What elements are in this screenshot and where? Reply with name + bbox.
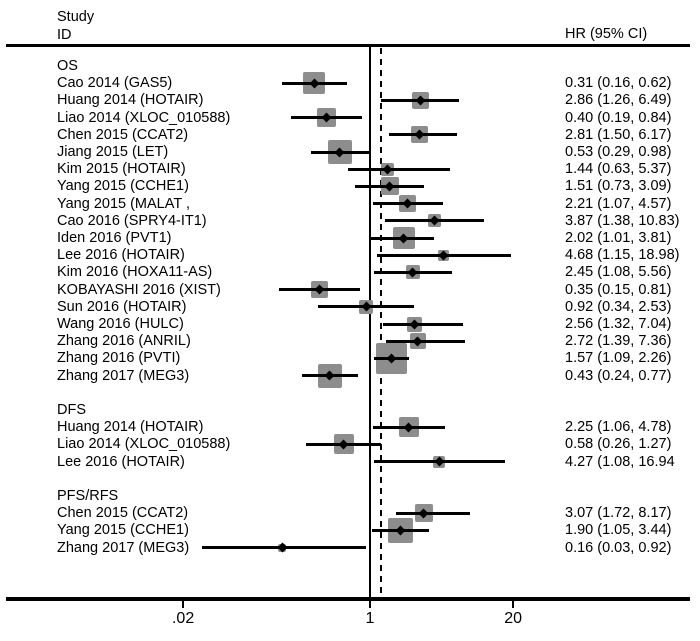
study-label: Zhang 2016 (PVTI) — [57, 350, 181, 367]
hr-ci-value: 4.27 (1.08, 16.94 — [565, 453, 675, 470]
hr-ci-value: 0.43 (0.24, 0.77) — [565, 367, 672, 384]
study-label: Lee 2016 (HOTAIR) — [57, 453, 185, 470]
hr-ci-value: 0.92 (0.34, 2.53) — [565, 298, 672, 315]
hr-ci-value: 0.40 (0.19, 0.84) — [565, 109, 672, 126]
ci-line — [395, 511, 471, 515]
hr-ci-value: 1.44 (0.63, 5.37) — [565, 161, 672, 178]
study-label: Yang 2015 (MALAT , — [57, 195, 190, 212]
x-axis-tick-label: 1 — [365, 610, 375, 627]
hr-ci-value: 0.16 (0.03, 0.92) — [565, 539, 672, 556]
group-label: PFS/RFS — [57, 488, 119, 504]
hr-ci-value: 3.07 (1.72, 8.17) — [565, 505, 672, 522]
effect-column-header: HR (95% CI) — [565, 26, 648, 42]
study-label: Lee 2016 (HOTAIR) — [57, 247, 185, 264]
study-label: Cao 2014 (GAS5) — [57, 75, 173, 92]
hr-ci-value: 1.90 (1.05, 3.44) — [565, 522, 672, 539]
study-label: Chen 2015 (CCAT2) — [57, 505, 189, 522]
group-label: DFS — [57, 402, 86, 418]
study-label: Yang 2015 (CCHE1) — [57, 522, 189, 539]
study-label: Huang 2014 (HOTAIR) — [57, 419, 204, 436]
study-label: KOBAYASHI 2016 (XIST) — [57, 281, 221, 298]
hr-ci-value: 0.31 (0.16, 0.62) — [565, 75, 672, 92]
hr-ci-value: 2.72 (1.39, 7.36) — [565, 333, 672, 350]
pooled-estimate-dashed-line — [380, 48, 383, 598]
hr-ci-value: 2.02 (1.01, 3.81) — [565, 230, 672, 246]
x-axis-line — [6, 597, 690, 601]
hr-ci-value: 0.35 (0.15, 0.81) — [565, 281, 672, 298]
x-axis-tick — [511, 599, 515, 608]
ci-line — [347, 167, 451, 171]
study-label: Liao 2014 (XLOC_010588) — [57, 109, 231, 126]
hr-ci-value: 1.57 (1.09, 2.26) — [565, 350, 672, 367]
ci-line — [385, 339, 466, 343]
hr-ci-value: 2.56 (1.32, 7.04) — [565, 316, 672, 332]
study-label: Zhang 2017 (MEG3) — [57, 367, 190, 384]
x-axis-tick-label: 20 — [504, 610, 522, 627]
hr-ci-value: 2.21 (1.07, 4.57) — [565, 195, 672, 212]
x-axis-tick — [368, 599, 372, 608]
study-column-header-line2: ID — [57, 27, 72, 43]
study-label: Yang 2015 (CCHE1) — [57, 178, 189, 195]
hr-ci-value: 2.25 (1.06, 4.78) — [565, 419, 672, 436]
hr-ci-value: 2.86 (1.26, 6.49) — [565, 92, 672, 109]
hr-ci-value: 2.45 (1.08, 5.56) — [565, 264, 672, 281]
study-label: Jiang 2015 (LET) — [57, 144, 169, 160]
null-effect-line — [369, 46, 371, 599]
study-label: Zhang 2017 (MEG3) — [57, 539, 190, 556]
study-label: Sun 2016 (HOTAIR) — [57, 298, 187, 315]
x-axis-tick-label: .02 — [171, 610, 195, 627]
study-label: Cao 2016 (SPRY4-IT1) — [57, 212, 207, 229]
study-label: Wang 2016 (HULC) — [57, 316, 184, 332]
hr-ci-value: 1.51 (0.73, 3.09) — [565, 178, 672, 195]
study-label: Liao 2014 (XLOC_010588) — [57, 436, 231, 453]
header-divider-line — [6, 44, 690, 47]
ci-line — [383, 322, 464, 326]
study-column-header-line1: Study — [57, 9, 95, 25]
group-label: OS — [57, 58, 78, 74]
hr-ci-value: 4.68 (1.15, 18.98) — [565, 247, 680, 264]
study-label: Chen 2015 (CCAT2) — [57, 126, 189, 143]
hr-ci-value: 2.81 (1.50, 6.17) — [565, 126, 672, 143]
hr-ci-value: 3.87 (1.38, 10.83) — [565, 212, 680, 229]
x-axis-tick — [181, 599, 185, 608]
hr-ci-value: 0.53 (0.29, 0.98) — [565, 144, 672, 160]
study-label: Zhang 2016 (ANRIL) — [57, 333, 191, 350]
study-column-header: Study ID — [57, 8, 94, 44]
study-label: Kim 2015 (HOTAIR) — [57, 161, 186, 178]
study-label: Kim 2016 (HOXA11-AS) — [57, 264, 213, 281]
hr-ci-value: 0.58 (0.26, 1.27) — [565, 436, 672, 453]
study-label: Iden 2016 (PVT1) — [57, 230, 172, 246]
study-label: Huang 2014 (HOTAIR) — [57, 92, 204, 109]
